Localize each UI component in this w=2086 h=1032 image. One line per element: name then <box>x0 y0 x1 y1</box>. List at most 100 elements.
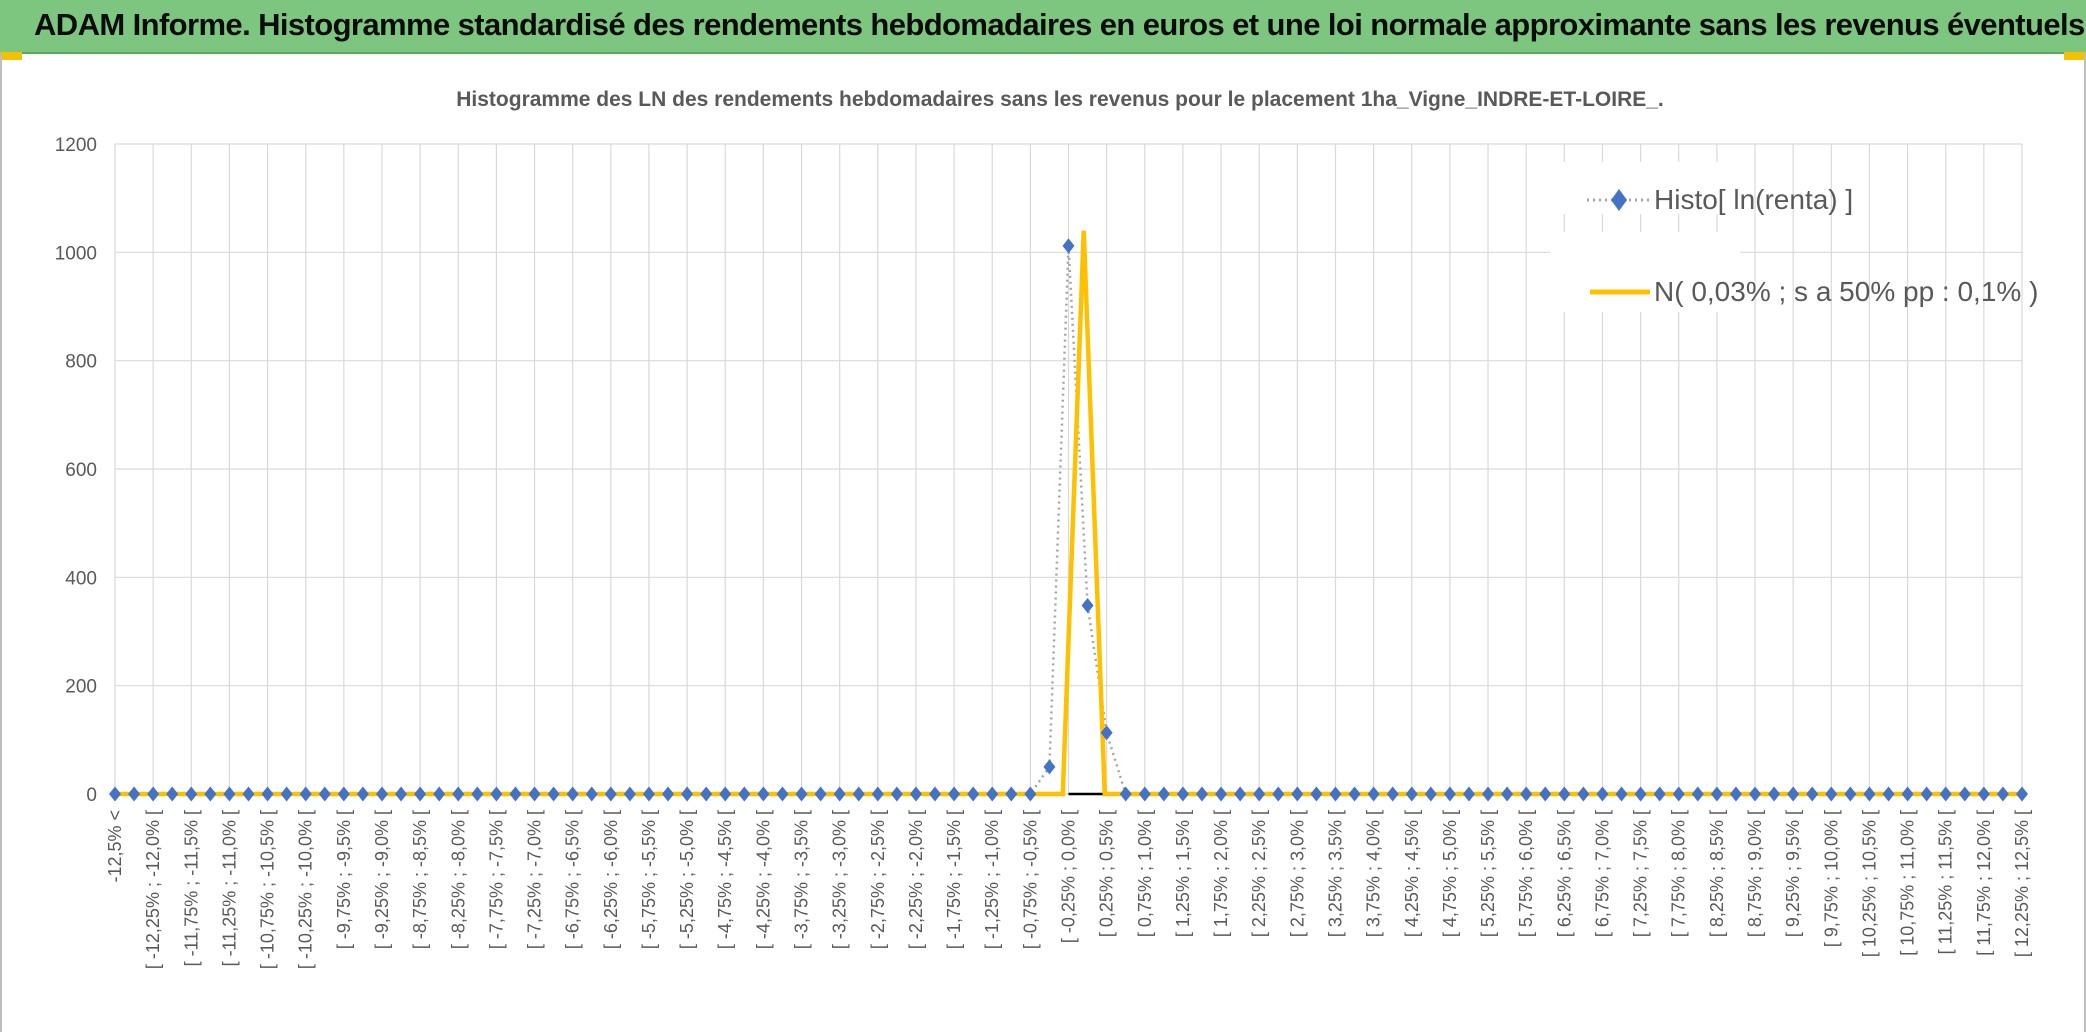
x-tick-label: [ 7,25% ; 7,5% [ <box>1631 810 1651 937</box>
x-tick-label: [ 9,25% ; 9,5% [ <box>1783 810 1803 937</box>
histo-point-marker <box>433 786 446 802</box>
legend-histo-label: Histo[ ln(renta) ] <box>1654 184 1853 215</box>
histo-point-marker <box>1558 786 1571 802</box>
histo-point-marker <box>318 786 331 802</box>
histo-point-marker <box>204 786 217 802</box>
histo-point-marker <box>1005 786 1018 802</box>
histo-point-marker <box>414 786 427 802</box>
histo-point-marker <box>1062 238 1075 254</box>
x-tick-label: [ -7,25% ; -7,0% [ <box>525 810 545 949</box>
histo-point-marker <box>1958 786 1971 802</box>
histo-point-marker <box>890 786 903 802</box>
x-tick-label: [ -11,75% ; -11,5% [ <box>181 810 201 966</box>
x-tick-label: [ -4,25% ; -4,0% [ <box>753 810 773 949</box>
histo-point-marker <box>738 786 751 802</box>
x-tick-label: [ 1,25% ; 1,5% [ <box>1173 810 1193 937</box>
histo-point-marker <box>280 786 293 802</box>
histo-point-marker <box>1729 786 1742 802</box>
histo-point-marker <box>795 786 808 802</box>
histo-point-marker <box>1157 786 1170 802</box>
histo-point-marker <box>1119 786 1132 802</box>
histo-point-marker <box>1596 786 1609 802</box>
histo-point-marker <box>1501 786 1514 802</box>
histo-point-marker <box>109 786 121 802</box>
histo-point-marker <box>547 786 560 802</box>
histo-point-marker <box>1329 786 1342 802</box>
x-tick-label: [ 0,75% ; 1,0% [ <box>1135 810 1155 937</box>
x-tick-label: [ -8,75% ; -8,5% [ <box>410 810 430 949</box>
histo-point-marker <box>1024 786 1037 802</box>
histo-point-marker <box>1195 786 1208 802</box>
histo-point-marker <box>681 786 694 802</box>
histo-point-marker <box>1405 786 1418 802</box>
x-tick-label: [ 9,75% ; 10,0% [ <box>1821 810 1841 947</box>
y-tick-label: 400 <box>65 568 97 589</box>
chart-frame: Histogramme des LN des rendements hebdom… <box>0 54 2086 1032</box>
histo-point-marker <box>1863 786 1876 802</box>
histo-point-marker <box>1920 786 1933 802</box>
x-tick-label: -12,5% < <box>105 810 125 883</box>
histo-point-marker <box>871 786 884 802</box>
histo-point-marker <box>1939 786 1952 802</box>
histo-point-marker <box>566 786 579 802</box>
histo-point-marker <box>1844 786 1857 802</box>
report-title: ADAM Informe. Histogramme standardisé de… <box>34 7 2085 42</box>
x-tick-label: [ -3,25% ; -3,0% [ <box>830 810 850 949</box>
histo-point-marker <box>967 786 980 802</box>
histo-point-marker <box>1310 786 1323 802</box>
x-tick-label: [ -2,25% ; -2,0% [ <box>906 810 926 949</box>
histo-point-marker <box>528 786 541 802</box>
histo-point-marker <box>490 786 503 802</box>
histo-point-marker <box>1215 786 1228 802</box>
x-tick-label: [ 4,25% ; 4,5% [ <box>1402 810 1422 937</box>
x-tick-label: [ 3,25% ; 3,5% [ <box>1325 810 1345 937</box>
series-layer <box>109 230 2028 802</box>
histo-point-marker <box>1253 786 1266 802</box>
histo-point-marker <box>662 786 675 802</box>
legend: Histo[ ln(renta) ] N( 0,03% ; s a 50% pp… <box>1540 162 2038 312</box>
x-tick-label: [ 11,75% ; 12,0% [ <box>1974 810 1994 956</box>
report-banner: ADAM Informe. Histogramme standardisé de… <box>0 0 2086 54</box>
x-tick-label: [ -0,75% ; -0,5% [ <box>1020 810 1040 949</box>
y-tick-label: 600 <box>65 460 97 481</box>
x-tick-label: [ -6,25% ; -6,0% [ <box>601 810 621 949</box>
x-tick-label: [ 1,75% ; 2,0% [ <box>1211 810 1231 937</box>
histo-point-marker <box>1787 786 1800 802</box>
histo-point-marker <box>719 786 732 802</box>
histo-point-marker <box>1462 786 1475 802</box>
x-tick-label: [ 5,25% ; 5,5% [ <box>1478 810 1498 937</box>
histo-point-marker <box>948 786 961 802</box>
histo-point-marker <box>1176 786 1189 802</box>
x-tick-label: [ 5,75% ; 6,0% [ <box>1516 810 1536 937</box>
x-tick-label: [ -11,25% ; -11,0% [ <box>219 810 239 966</box>
y-axis-ticks: 0 200 400 600 800 1000 1200 <box>55 135 97 806</box>
histo-point-marker <box>356 786 369 802</box>
histo-point-marker <box>1710 786 1723 802</box>
histo-point-marker <box>814 786 827 802</box>
x-tick-label: [ -9,75% ; -9,5% [ <box>334 810 354 949</box>
x-tick-label: [ -10,25% ; -10,0% [ <box>296 810 316 969</box>
histo-point-marker <box>1367 786 1380 802</box>
y-tick-label: 200 <box>65 677 97 698</box>
histo-point-marker <box>471 786 484 802</box>
x-tick-label: [ 6,75% ; 7,0% [ <box>1592 810 1612 937</box>
histo-point-marker <box>1081 598 1094 613</box>
histo-point-marker <box>1977 786 1990 802</box>
x-tick-label: [ -7,75% ; -7,5% [ <box>486 810 506 949</box>
histo-point-marker <box>1672 786 1685 802</box>
histo-point-marker <box>2016 786 2028 802</box>
histo-point-marker <box>1768 786 1781 802</box>
histo-point-marker <box>1653 786 1666 802</box>
histo-point-marker <box>1138 786 1151 802</box>
legend-background <box>1540 162 1740 214</box>
histo-point-marker <box>1691 786 1704 802</box>
histo-point-marker <box>986 786 999 802</box>
histo-point-marker <box>909 786 922 802</box>
histo-point-marker <box>1520 786 1533 802</box>
x-tick-label: [ -1,75% ; -1,5% [ <box>944 810 964 949</box>
histo-point-marker <box>1539 786 1552 802</box>
histo-point-marker <box>1996 786 2009 802</box>
histo-point-marker <box>642 786 655 802</box>
histo-point-marker <box>166 786 179 802</box>
histo-point-marker <box>929 786 942 802</box>
